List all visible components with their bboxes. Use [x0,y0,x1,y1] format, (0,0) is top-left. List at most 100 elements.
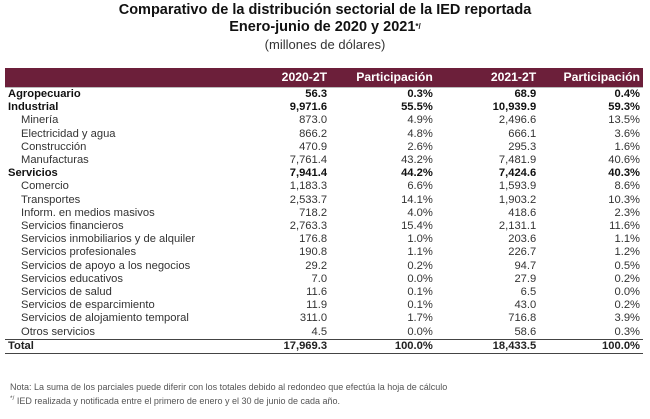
table-row: Inform. en medios masivos 718.2 4.0% 418.6 2… [5,207,643,220]
cell-gap [436,167,454,180]
share-2020: 55.5% [401,101,433,114]
cell-gap [436,286,454,299]
row-label: Servicios de salud [21,286,112,299]
cell-gap [436,114,454,127]
share-2021: 59.3% [608,101,640,114]
share-2020: 1.7% [407,312,433,325]
note-definition-text: IED realizada y notificada entre el prim… [14,396,341,406]
cell-gap [436,141,454,154]
share-2020: 14.1% [401,193,433,206]
table-body: Agropecuario 56.3 0.3% 68.9 0.4% Industrial 9,… [5,87,643,355]
value-2020: 470.9 [299,140,328,153]
cell-gap [436,180,454,193]
table-row: Otros servicios 4.5 0.0% 58.6 0.3% [5,326,643,340]
row-label: Minería [21,114,59,127]
value-2021: 10,939.9 [492,101,537,114]
value-2021: 94.7 [514,259,537,272]
value-2020: 1,183.3 [289,180,328,193]
cell-gap [436,273,454,286]
title-line-1: Comparativo de la distribución sectorial… [118,2,532,18]
cell-gap [436,246,454,259]
cell-gap [436,128,454,141]
row-label: Transportes [21,193,81,206]
value-2020: 718.2 [299,206,328,219]
value-2020: 2,763.3 [289,220,328,233]
table-row: Servicios de alojamiento temporal 311.0 1.… [5,312,643,325]
value-2020: 873.0 [299,114,328,127]
share-2021: 8.6% [614,180,641,193]
ied-sector-table: 2020-2T Participación 2021-2T Participac… [5,68,643,355]
row-label: Industrial [8,101,59,114]
section-row: Agropecuario 56.3 0.3% 68.9 0.4% [5,87,643,102]
share-2020: 0.2% [407,259,433,272]
row-label: Construcción [21,140,87,153]
value-2021: 7,424.6 [498,167,537,180]
share-2020: 44.2% [401,167,433,180]
row-label: Inform. en medios masivos [21,206,155,219]
share-2020: 4.0% [407,206,433,219]
value-2021: 6.5 [520,286,537,299]
note-definition: */ IED realizada y notificada entre el p… [10,393,447,407]
value-2021: 1,903.2 [498,193,537,206]
header-cell-2020: 2020-2T [232,68,331,88]
value-2021: 716.8 [508,312,537,325]
row-label: Servicios educativos [21,272,123,285]
share-2020: 1.1% [407,246,433,259]
cell-gap [435,87,454,102]
value-2020: 190.8 [299,246,328,259]
share-2021: 3.9% [614,312,641,325]
cell-gap [436,154,454,167]
table-row: Servicios de salud 11.6 0.1% 6.5 0.0% [5,286,643,299]
share-2021: 0.3% [614,325,641,338]
row-label: Servicios financieros [21,220,124,233]
row-label: Electricidad y agua [21,127,116,140]
header-cell-label [5,68,233,88]
share-2020: 15.4% [401,220,433,233]
row-label: Servicios de alojamiento temporal [21,312,189,325]
value-2021: 1,593.9 [498,180,537,193]
table-row: Construcción 470.9 2.6% 295.3 1.6% [5,141,643,154]
share-2021: 13.5% [608,114,640,127]
value-2020: 7,941.4 [289,167,328,180]
cell-gap [435,338,454,355]
value-2020: 7.0 [311,272,328,285]
row-label: Comercio [21,180,69,193]
share-2021: 40.3% [608,167,640,180]
table-row: Servicios financieros 2,763.3 15.4% 2,131.1… [5,220,643,233]
value-2021: 2,131.1 [498,220,537,233]
value-2021: 43.0 [514,299,537,312]
title-footnote-mark: */ [415,22,421,31]
share-2020: 4.8% [407,127,433,140]
value-2021: 666.1 [508,127,537,140]
value-2020: 11.9 [306,299,328,312]
header-cell-share-2020: Participación [330,68,436,88]
share-2020: 0.1% [407,299,433,312]
share-2020: 1.0% [407,233,433,246]
share-2020: 43.2% [401,154,433,167]
share-2021: 11.6% [609,220,640,233]
share-2021: 100.0% [539,338,643,355]
value-2020: 9,971.6 [289,101,328,114]
value-2021: 2,496.6 [498,114,537,127]
share-2021: 2.3% [614,206,641,219]
value-2020: 4.5 [311,325,328,338]
value-2021: 226.7 [508,246,537,259]
share-2020: 100.0% [330,338,436,355]
value-2021: 58.6 [514,325,537,338]
value-2020: 7,761.4 [289,154,328,167]
share-2021: 0.0% [614,286,641,299]
cell-gap [436,312,454,325]
cell-gap [436,260,454,273]
table-row: Comercio 1,183.3 6.6% 1,593.9 8.6% [5,180,643,193]
table-row: Electricidad y agua 866.2 4.8% 666.1 3.6% [5,128,643,141]
value-2021: 418.6 [508,206,537,219]
share-2021: 40.6% [608,154,640,167]
value-2020: 866.2 [299,127,328,140]
share-2021: 1.1% [614,233,641,246]
value-2021: 68.9 [453,87,540,102]
cell-gap [436,194,454,207]
share-2021: 0.2% [614,299,641,312]
section-row: Servicios 7,941.4 44.2% 7,424.6 40.3% [5,167,643,180]
share-2020: 4.9% [407,114,433,127]
row-label: Otros servicios [21,325,95,338]
